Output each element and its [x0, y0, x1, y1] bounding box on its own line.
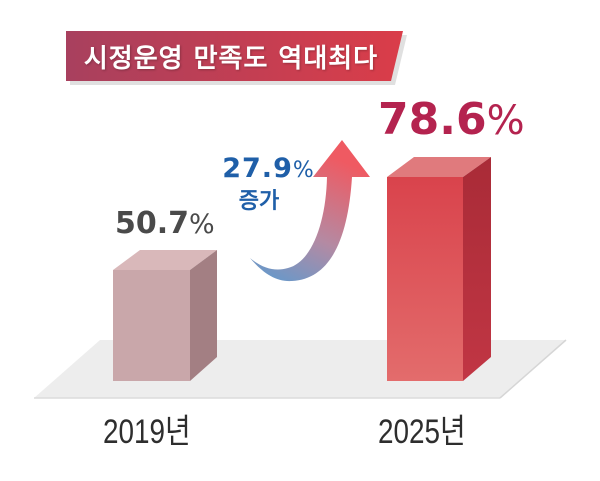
bar-2025: [387, 157, 491, 381]
value-unit: %: [189, 209, 215, 240]
x-axis-label-2019: 2019년: [103, 413, 191, 451]
increase-number: 27.9: [222, 153, 293, 184]
bar-2019: [113, 250, 217, 381]
title-banner: [66, 31, 407, 85]
increase-label: 증가: [238, 189, 280, 214]
value-number: 50.7: [115, 206, 190, 241]
increase-value: 27.9%: [222, 152, 314, 188]
x-axis-label-2025: 2025년: [378, 413, 466, 451]
increase-unit: %: [292, 158, 314, 183]
increase-annotation: 27.9% 증가: [222, 152, 314, 216]
increase-arrow-icon: [250, 140, 370, 282]
value-label-2019: 50.7%: [115, 204, 215, 244]
value-number: 78.6: [378, 94, 487, 145]
value-label-2025: 78.6%: [378, 92, 525, 148]
chart-title: 시정운영 만족도 역대최다: [83, 43, 379, 74]
value-unit: %: [486, 98, 525, 144]
